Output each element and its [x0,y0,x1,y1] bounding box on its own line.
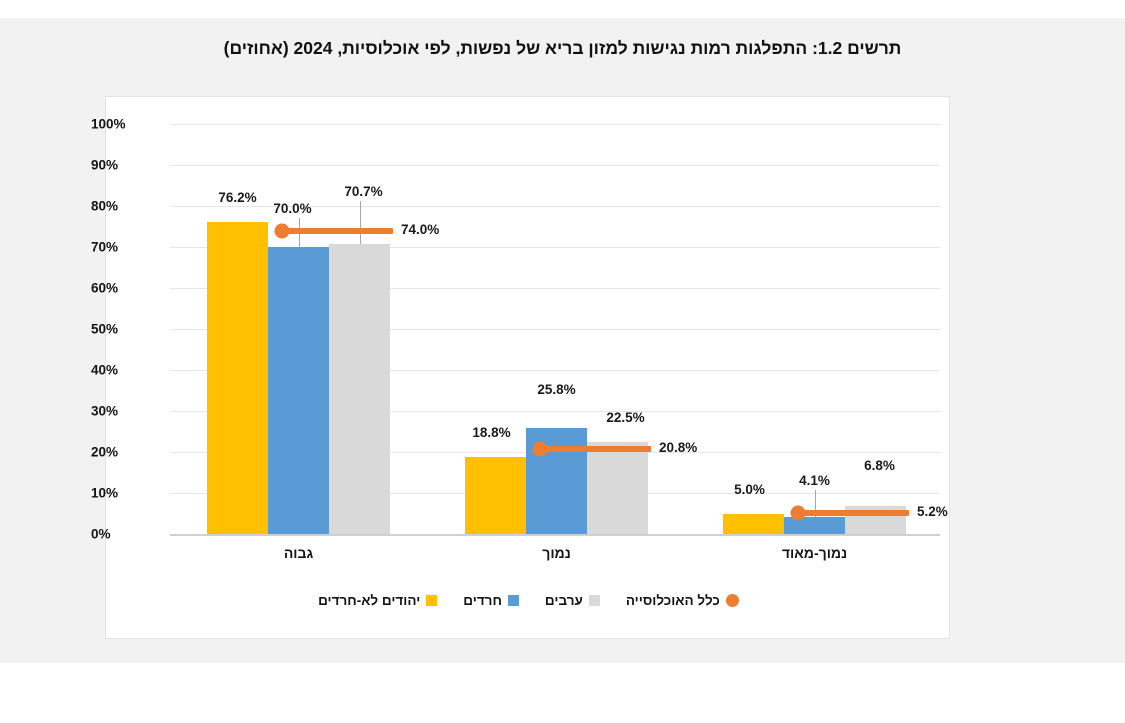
total-population-marker[interactable] [274,223,290,239]
bar-data-label: 6.8% [864,458,895,474]
legend-dot-icon [725,594,739,607]
chart-legend: כלל האוכלוסייה ערבים חרדים יהודים לא-חרדים [106,593,951,608]
y-axis-tick-label: 40% [91,362,119,378]
legend-square-icon [426,595,438,606]
total-population-marker[interactable] [790,505,806,521]
bar-data-label: 25.8% [537,382,576,398]
gridline [170,329,940,330]
gridline [170,165,940,166]
total-population-marker[interactable] [532,441,548,457]
bar-data-label: 4.1% [799,473,830,489]
legend-item[interactable]: כלל האוכלוסייה [626,593,739,608]
bar-0-2[interactable] [723,513,784,534]
total-population-line-segment[interactable] [798,509,909,516]
total-population-data-label: 20.8% [659,439,698,455]
y-axis-tick-label: 100% [91,116,126,132]
y-axis-tick-label: 30% [91,403,119,419]
x-axis-line [170,534,940,536]
legend-label: ערבים [544,593,583,608]
bar-data-label: 70.0% [273,201,312,216]
label-leader-line [814,490,816,518]
bar-data-label: 76.2% [218,189,257,205]
bar-2-1[interactable] [587,441,648,534]
y-axis-tick-label: 80% [91,198,119,214]
y-axis-tick-label: 90% [91,157,119,173]
y-axis-tick-label: 50% [91,321,119,337]
x-axis-category-label: נמוך-מאוד [781,545,848,561]
gridline [170,206,940,207]
legend-square-icon [507,595,519,606]
y-axis-tick-label: 10% [91,485,119,501]
bar-data-label: 70.7% [344,184,383,200]
x-axis-category-label: נמוך [542,545,571,561]
legend-label: יהודים לא-חרדים [318,593,421,608]
legend-square-icon [588,595,600,606]
y-axis-tick-label: 0% [91,526,111,542]
legend-item[interactable]: יהודים לא-חרדים [318,593,438,608]
gridline [170,370,940,371]
gridline [170,124,940,125]
legend-label: כלל האוכלוסייה [625,593,720,608]
total-population-line-segment[interactable] [282,227,393,234]
plot-area: 100% 90% 80% 70% 60% 50% 40% 30% 20% 10% 0% גבוה נמו… [91,97,951,640]
total-population-data-label: 74.0% [401,221,440,237]
gridline [170,247,940,248]
bar-0-1[interactable] [465,456,526,534]
chart-title: תרשים 1.2: התפלגות רמות נגישות למזון ברי… [223,38,902,58]
legend-item[interactable]: חרדים [463,593,519,608]
bar-data-label: 22.5% [606,409,645,425]
bar-1-0[interactable] [268,247,329,534]
total-population-line-segment[interactable] [540,445,651,452]
y-axis-tick-label: 60% [91,280,119,296]
bar-0-0[interactable] [207,221,268,534]
legend-item[interactable]: ערבים [545,593,600,608]
label-leader-line [359,201,361,245]
legend-label: חרדים [463,593,502,608]
x-axis-category-label: גבוה [283,545,314,561]
total-population-data-label: 5.2% [917,503,948,519]
gridline [170,288,940,289]
gridline [170,411,940,412]
bar-data-label: 18.8% [472,424,511,440]
y-axis-tick-label: 70% [91,239,119,255]
chart-card: 100% 90% 80% 70% 60% 50% 40% 30% 20% 10% 0% גבוה נמו… [91,96,951,640]
bar-1-2[interactable] [784,517,845,534]
bar-data-label: 5.0% [734,481,765,497]
bar-2-0[interactable] [329,244,390,534]
y-axis-tick-label: 20% [91,444,119,460]
